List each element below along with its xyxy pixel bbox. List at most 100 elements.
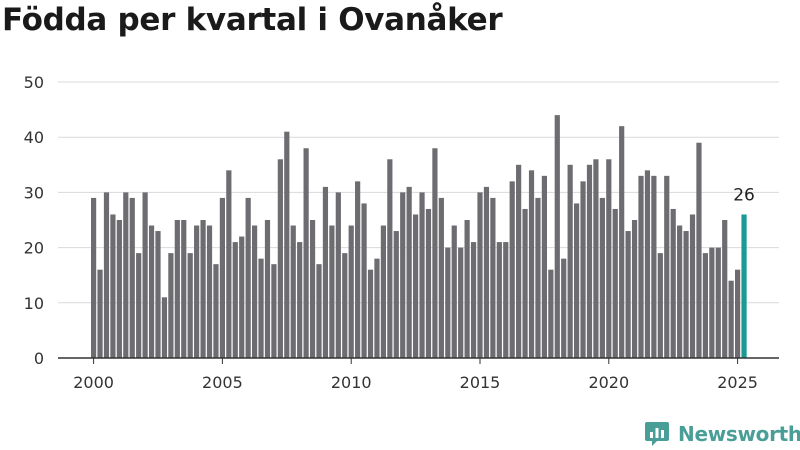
y-tick-label: 20 [24, 239, 44, 258]
bar [355, 181, 361, 358]
bar [91, 197, 97, 358]
y-tick-label: 30 [24, 183, 44, 202]
bar [683, 231, 689, 358]
bar [548, 269, 554, 358]
y-tick-label: 50 [24, 73, 44, 92]
bar [625, 231, 631, 358]
bar [226, 170, 232, 358]
bar [155, 231, 161, 358]
bar [206, 225, 213, 358]
bar [483, 186, 490, 358]
bar [689, 214, 696, 358]
bar [232, 242, 238, 358]
bar [438, 197, 444, 358]
highlight-bar [741, 214, 747, 358]
y-tick-label: 40 [24, 128, 44, 147]
bar [522, 208, 528, 358]
page-title: Födda per kvartal i Ovanåker [2, 2, 503, 38]
bar [116, 220, 122, 358]
bar [696, 142, 702, 358]
bar [297, 242, 303, 358]
bar [406, 186, 412, 358]
bar [651, 175, 657, 358]
bar [316, 264, 322, 358]
x-tick-label: 2010 [331, 373, 372, 392]
bar [599, 197, 605, 358]
bar [432, 148, 438, 358]
bar [516, 164, 522, 358]
bar [168, 253, 174, 358]
bar [619, 126, 625, 358]
bar [528, 170, 535, 358]
bar [174, 220, 180, 358]
bar [258, 258, 264, 358]
bar [136, 253, 142, 358]
bar [239, 236, 245, 358]
bar [606, 159, 612, 358]
bar [677, 225, 683, 358]
bar [503, 242, 509, 358]
bar [612, 208, 618, 358]
bar [213, 264, 219, 358]
bar [348, 225, 354, 358]
x-axis-ticks: 2000 2005 2010 2015 2020 2025 [73, 358, 758, 392]
bar [425, 208, 432, 358]
bar [419, 192, 425, 358]
bar [670, 208, 676, 358]
bar [252, 225, 258, 358]
x-tick-label: 2015 [460, 373, 501, 392]
bar [541, 175, 547, 358]
bar [194, 225, 200, 358]
bar [329, 225, 335, 358]
bar [490, 197, 496, 358]
bar [161, 297, 168, 358]
bar [535, 197, 541, 358]
bar [554, 115, 560, 359]
bar [342, 253, 348, 358]
bars [91, 115, 747, 359]
bar [458, 247, 464, 358]
bar [309, 220, 316, 358]
bar [470, 242, 477, 358]
y-axis-ticks: 0 10 20 30 40 50 [24, 73, 44, 368]
bar [264, 220, 271, 358]
y-tick-label: 10 [24, 294, 44, 313]
bar [451, 225, 457, 358]
bar [181, 220, 187, 358]
bar [702, 253, 708, 358]
bar [303, 148, 309, 358]
x-tick-label: 2020 [588, 373, 629, 392]
bar [322, 186, 329, 358]
bar [367, 269, 374, 358]
bar [271, 264, 277, 358]
bar [361, 203, 367, 358]
bar [110, 214, 116, 358]
bar [97, 269, 103, 358]
bar [561, 258, 567, 358]
bar [393, 231, 399, 358]
bar [644, 170, 651, 358]
bar [400, 192, 406, 358]
bar [103, 192, 110, 358]
brand-name: Newsworthy [678, 422, 800, 446]
x-tick-label: 2025 [717, 373, 758, 392]
y-tick-label: 0 [34, 349, 44, 368]
bar [728, 280, 734, 358]
bar [277, 159, 283, 358]
bar [245, 197, 251, 358]
bar [631, 220, 638, 358]
data-labels: 26 [733, 185, 755, 205]
bar [580, 181, 586, 358]
bar [387, 159, 393, 358]
bar [574, 203, 580, 358]
data-label: 26 [733, 185, 755, 205]
bar [509, 181, 515, 358]
bar [380, 225, 386, 358]
bar [219, 197, 225, 358]
bar [290, 225, 296, 358]
bar [374, 258, 380, 358]
bar [709, 247, 715, 358]
x-tick-label: 2005 [202, 373, 243, 392]
bar [715, 247, 721, 358]
